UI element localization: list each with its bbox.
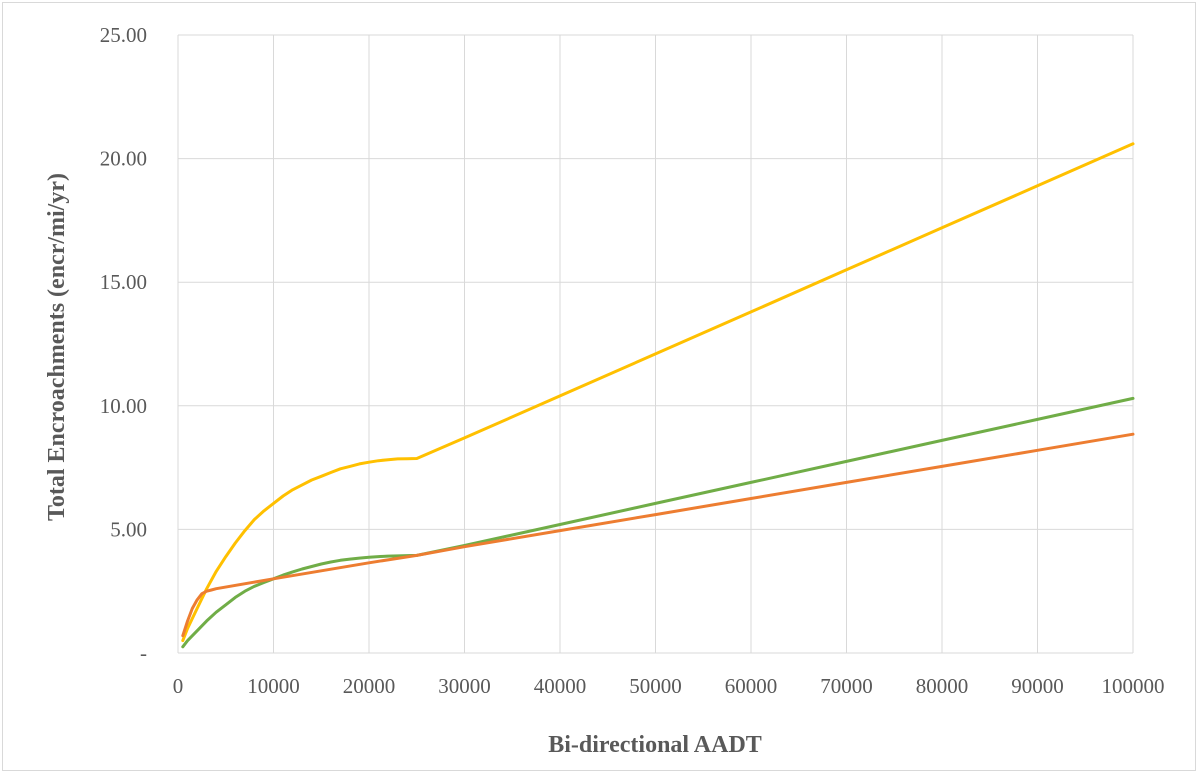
x-tick-label: 0 [173,674,184,698]
x-tick-label: 70000 [820,674,873,698]
series-line-1 [181,142,1135,643]
x-tick-label: 10000 [247,674,300,698]
x-axis-title: Bi-directional AADT [548,732,762,758]
y-tick-label: - [140,641,147,665]
y-axis-title: Total Encroachments (encr/mi/yr) [44,173,70,521]
series-lines [181,142,1135,649]
x-tick-label: 40000 [534,674,587,698]
y-axis-ticks: - 5.00 10.00 15.00 20.00 25.00 [100,23,147,665]
series-line-2 [181,396,1135,649]
y-tick-label: 25.00 [100,23,147,47]
x-tick-label: 50000 [629,674,682,698]
x-tick-label: 20000 [343,674,396,698]
x-tick-label: 80000 [916,674,969,698]
x-tick-label: 100000 [1102,674,1165,698]
y-tick-label: 15.00 [100,270,147,294]
y-tick-label: 20.00 [100,147,147,171]
x-tick-label: 30000 [438,674,491,698]
y-tick-label: 5.00 [110,517,147,541]
series-line-3 [181,432,1135,638]
y-tick-label: 10.00 [100,394,147,418]
x-tick-label: 90000 [1011,674,1064,698]
x-axis-ticks: 0 10000 20000 30000 40000 50000 60000 70000 8000… [173,674,1165,698]
x-tick-label: 60000 [725,674,778,698]
gridlines [177,34,1134,654]
